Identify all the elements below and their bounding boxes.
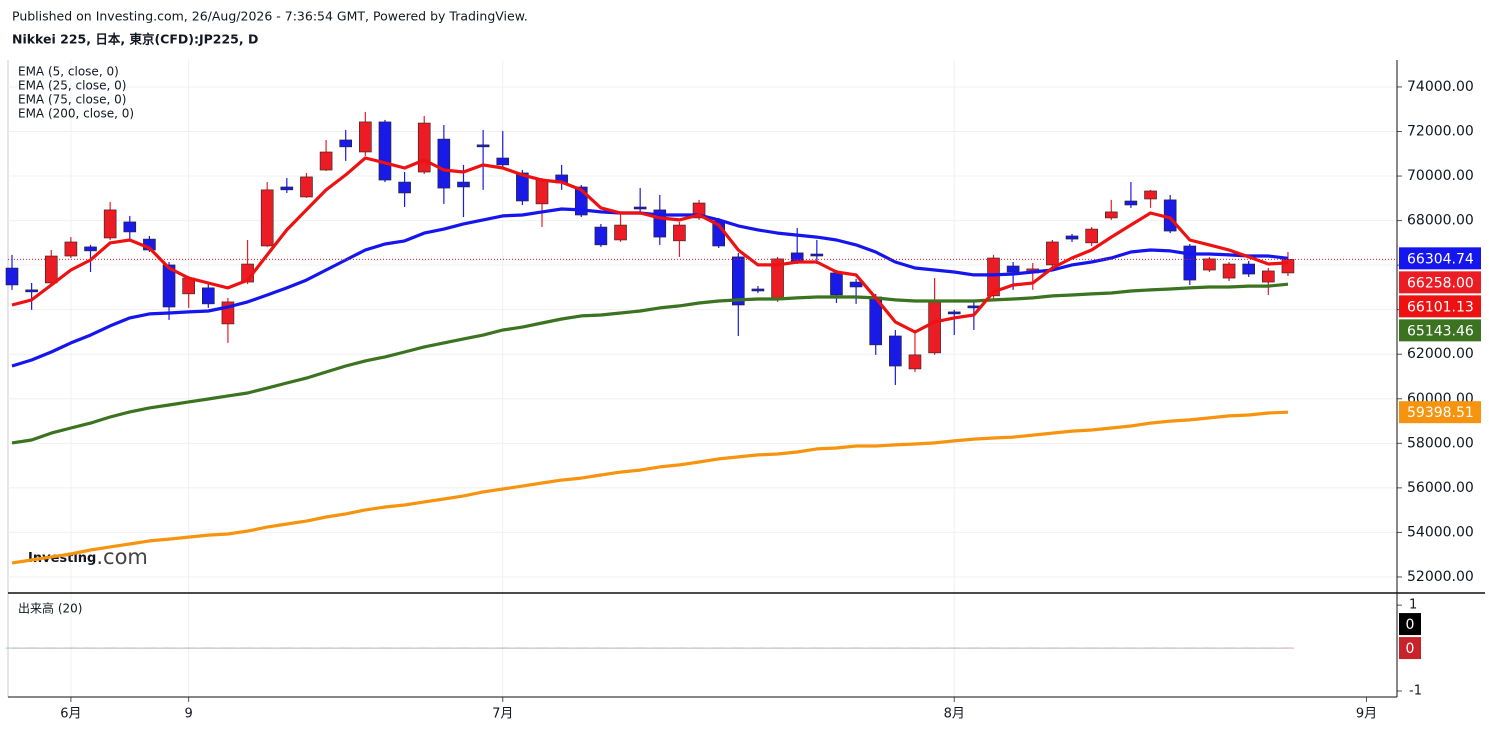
- x-tick-label: 7月: [492, 707, 513, 722]
- candle-body: [103, 209, 117, 239]
- y-tick-label: 68000.00: [1407, 213, 1474, 229]
- ema-line: [11, 156, 1289, 334]
- candle-body: [496, 157, 510, 166]
- candle-body: [1281, 259, 1295, 274]
- x-tick-label: 8月: [944, 707, 965, 722]
- value-tag-label: 65143.46: [1407, 323, 1474, 339]
- value-tag-label: 66258.00: [1407, 275, 1474, 291]
- candle-body: [280, 186, 294, 191]
- candle-body: [594, 226, 608, 246]
- candle-body: [44, 255, 58, 284]
- value-tag: [1399, 295, 1481, 318]
- value-tag-label: 66101.13: [1407, 299, 1474, 315]
- candle-body: [476, 144, 490, 148]
- candle-body: [908, 354, 922, 370]
- value-tag-label: 0: [1406, 617, 1415, 633]
- candle-body: [673, 224, 686, 242]
- candle-body: [633, 206, 647, 210]
- candle-body: [1085, 228, 1098, 244]
- candle-body: [849, 281, 863, 288]
- candle-body: [516, 172, 529, 202]
- legend-entry: EMA (25, close, 0): [18, 79, 126, 93]
- candle-body: [359, 121, 372, 153]
- candle-body: [1104, 211, 1118, 219]
- y-tick-label: 56000.00: [1407, 480, 1474, 496]
- candle-body: [1124, 200, 1138, 206]
- candle-body: [1065, 235, 1079, 240]
- candle-body: [437, 138, 451, 189]
- candle-body: [732, 256, 745, 306]
- panel-title: 出来高 (20): [18, 601, 82, 616]
- candle-body: [5, 267, 19, 286]
- candle-body: [928, 299, 941, 354]
- legend-entry: EMA (5, close, 0): [18, 65, 119, 79]
- value-tag-label: 0: [1406, 641, 1415, 657]
- candle-body: [378, 121, 392, 181]
- candle-body: [398, 181, 411, 194]
- candle-body: [967, 305, 981, 309]
- candle-body: [457, 181, 470, 188]
- candle-body: [123, 221, 137, 233]
- value-tag: [1399, 247, 1481, 270]
- candle-body: [25, 289, 38, 293]
- y-tick-label: 62000.00: [1407, 346, 1474, 362]
- candle-body: [260, 189, 274, 247]
- published-note: Published on Investing.com, 26/Aug/2026 …: [12, 9, 528, 24]
- candle-body: [1262, 270, 1275, 283]
- candle-body: [64, 241, 78, 257]
- candle-body: [830, 272, 843, 296]
- legend-entry: EMA (75, close, 0): [18, 93, 126, 107]
- y-tick-label: -1: [1409, 683, 1422, 698]
- value-tag-label: 59398.51: [1407, 405, 1474, 421]
- value-tag: [1399, 613, 1421, 636]
- candle-body: [300, 176, 313, 198]
- candle-body: [84, 246, 97, 252]
- candle-body: [417, 122, 431, 173]
- value-tag: [1399, 637, 1421, 660]
- value-tag: [1399, 319, 1481, 342]
- value-tag: [1399, 401, 1481, 424]
- candle-body: [947, 311, 961, 315]
- candle-body: [319, 151, 333, 171]
- candle-body: [162, 264, 176, 308]
- x-tick-label: 6月: [60, 707, 81, 722]
- y-tick-label: 74000.00: [1407, 79, 1474, 95]
- candle-body: [1183, 245, 1197, 281]
- brand-name: Investing: [28, 551, 96, 566]
- y-tick-label: 54000.00: [1407, 524, 1474, 540]
- y-tick-label: 58000.00: [1407, 435, 1474, 451]
- chart-title: Nikkei 225, 日本, 東京(CFD):JP225, D: [12, 32, 258, 47]
- candle-body: [535, 179, 549, 205]
- x-tick-label: 9: [185, 707, 193, 722]
- y-tick-label: 52000.00: [1407, 569, 1474, 585]
- legend-entry: EMA (200, close, 0): [18, 107, 134, 121]
- candle-body: [339, 139, 353, 148]
- ema-line: [11, 282, 1289, 445]
- candle-body: [1046, 241, 1059, 266]
- y-tick-label: 70000.00: [1407, 168, 1474, 184]
- candle-body: [202, 287, 215, 305]
- candle-body: [614, 224, 627, 241]
- value-tag-label: 66304.74: [1407, 251, 1474, 267]
- y-tick-label: 1: [1409, 598, 1417, 613]
- candle-body: [1006, 265, 1020, 273]
- candle-body: [1203, 258, 1216, 271]
- value-tag: [1399, 271, 1481, 294]
- candle-body: [810, 253, 824, 257]
- y-tick-label: 72000.00: [1407, 123, 1474, 139]
- x-tick-label: 9月: [1356, 707, 1377, 722]
- candle-body: [889, 335, 902, 367]
- candle-body: [1222, 263, 1236, 279]
- candle-body: [1242, 263, 1255, 275]
- candle-body: [751, 288, 765, 292]
- ema-line: [11, 410, 1289, 565]
- candle-body: [987, 257, 1000, 297]
- candle-body: [1144, 190, 1157, 200]
